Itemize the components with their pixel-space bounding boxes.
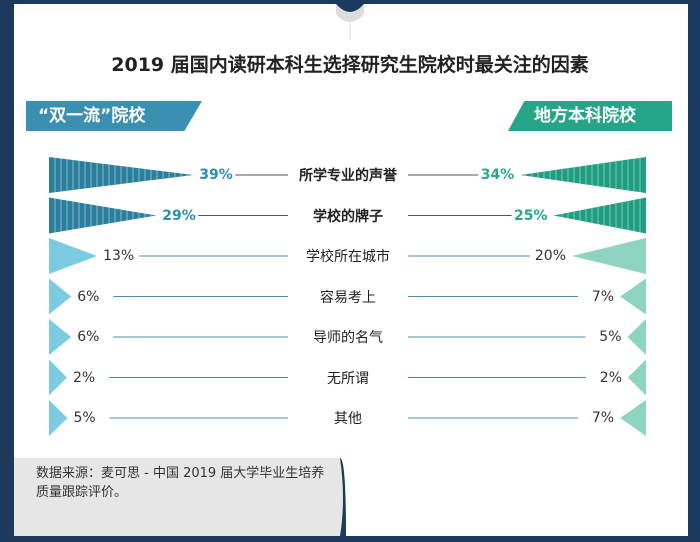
category-label: 所学专业的声誉 <box>296 165 400 185</box>
bar-left-0 <box>49 157 194 193</box>
bar-left-2 <box>49 238 98 274</box>
value-label-left: 29% <box>162 207 196 224</box>
value-label-left: 2% <box>73 369 96 386</box>
legend-left-series: “双一流”院校 <box>26 101 202 131</box>
data-source-note: 数据来源：麦可思 - 中国 2019 届大学毕业生培养质量跟踪评价。 <box>36 466 325 500</box>
value-label-left: 5% <box>73 410 96 426</box>
category-label: 学校的牌子 <box>310 205 386 226</box>
value-label-right: 2% <box>599 369 622 386</box>
bar-left-6 <box>49 400 68 436</box>
bar-right-3 <box>620 278 646 315</box>
bar-right-0 <box>520 157 646 193</box>
bar-left-1 <box>49 197 157 234</box>
bar-right-2 <box>572 238 646 274</box>
value-label-left: 6% <box>77 288 100 305</box>
bar-left-4 <box>49 319 72 355</box>
chart-plot <box>49 157 646 436</box>
bar-left-5 <box>49 359 67 396</box>
value-label-left: 13% <box>103 248 135 264</box>
value-label-right: 7% <box>591 410 615 426</box>
bar-right-1 <box>553 197 646 234</box>
category-label: 导师的名气 <box>310 327 386 347</box>
bar-left-3 <box>49 278 72 315</box>
value-label-right: 25% <box>513 207 548 224</box>
bar-right-4 <box>627 319 646 355</box>
bar-right-6 <box>620 400 646 436</box>
value-label-right: 7% <box>591 288 615 305</box>
category-label: 容易考上 <box>317 286 379 307</box>
legend-right-series: 地方本科院校 <box>508 101 672 131</box>
bar-right-5 <box>628 359 646 396</box>
category-label: 无所谓 <box>324 367 372 388</box>
category-label: 学校所在城市 <box>303 246 393 266</box>
value-label-left: 39% <box>199 167 233 183</box>
category-label: 其他 <box>331 408 365 428</box>
value-label-left: 6% <box>77 329 100 345</box>
value-label-right: 34% <box>480 167 515 183</box>
chart-title: 2019 届国内读研本科生选择研究生院校时最关注的因素 <box>111 54 589 76</box>
value-label-right: 5% <box>599 329 622 345</box>
value-label-right: 20% <box>534 248 566 264</box>
